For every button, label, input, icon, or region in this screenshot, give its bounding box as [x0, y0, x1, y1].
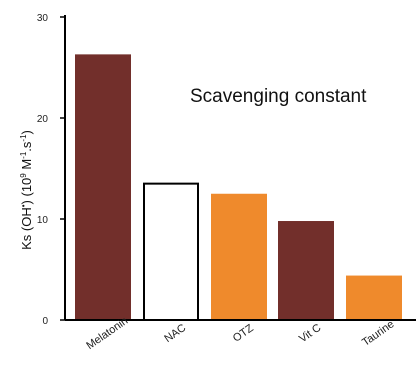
- y-axis-label: Ks (OH•) (109 M-1.s-1): [19, 130, 34, 250]
- x-tick-label: Taurine: [360, 318, 396, 349]
- bar-melatonin: [75, 54, 131, 321]
- ylabel-exp-m: -1: [19, 151, 28, 159]
- ylabel-exp-s: -1: [19, 134, 28, 142]
- chart-annotation: Scavenging constant: [190, 86, 367, 107]
- bars-layer: [75, 54, 402, 321]
- ylabel-middle: ) (10: [19, 178, 34, 205]
- y-tick-label: 30: [37, 13, 49, 24]
- x-tick-label: OTZ: [231, 322, 256, 345]
- ylabel-exp-9: 9: [19, 173, 28, 178]
- ylabel-prefix: Ks (OH: [19, 207, 34, 250]
- bar-nac: [143, 182, 199, 321]
- y-tick-label: 20: [37, 114, 49, 125]
- ylabel-s: .s: [19, 141, 34, 152]
- y-tick-label: 0: [42, 316, 48, 327]
- y-tick-label: 10: [37, 215, 49, 226]
- bar-vit-c: [278, 221, 334, 320]
- x-tick-label: NAC: [162, 322, 188, 345]
- bar-taurine: [346, 275, 402, 320]
- ylabel-suffix: ): [19, 130, 34, 134]
- ylabel-radical-dot: •: [19, 204, 28, 207]
- y-ticks: 0 10 20 30: [37, 13, 65, 327]
- x-tick-label: Vit C: [297, 322, 323, 345]
- ylabel-m: M: [19, 159, 34, 173]
- bar-otz: [211, 193, 267, 320]
